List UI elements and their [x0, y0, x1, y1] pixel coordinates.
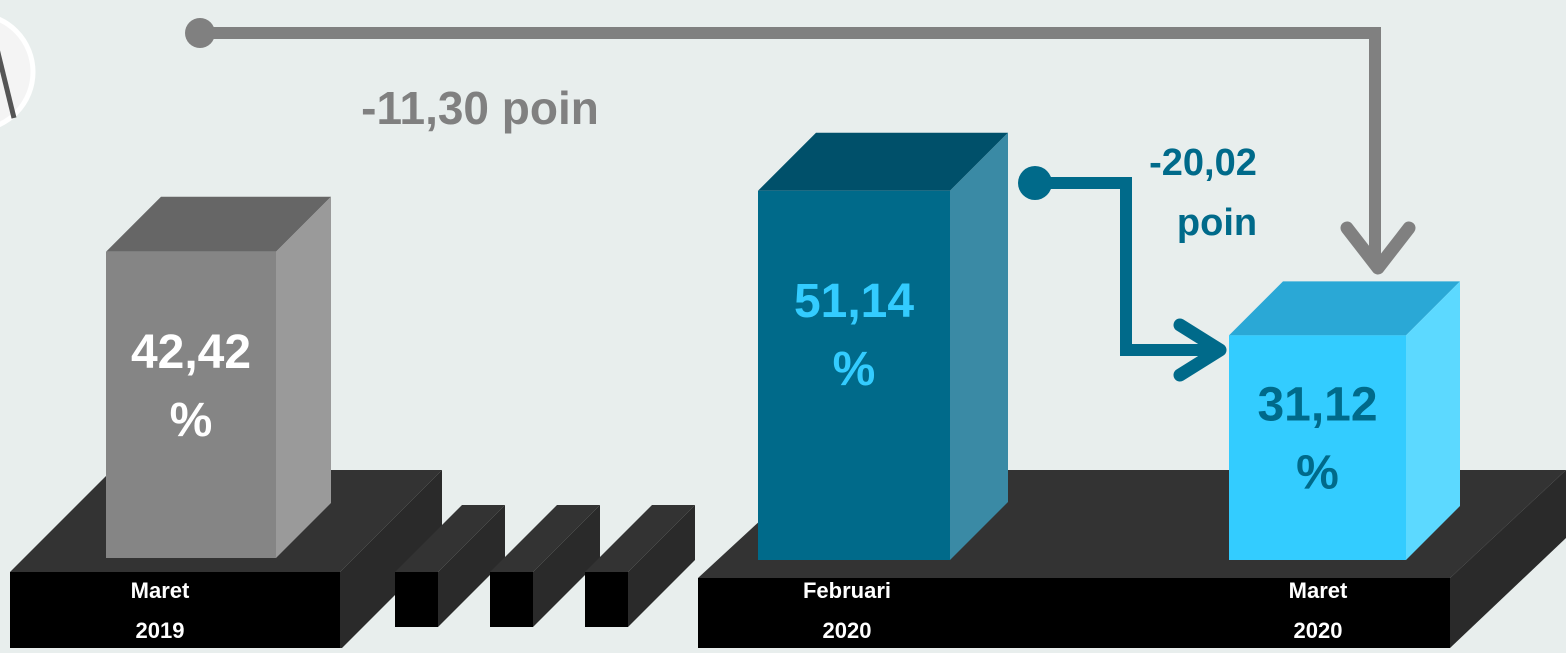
- category-label-maret-2020: Maret 2020: [1289, 578, 1348, 643]
- arrow-right-icon: [1173, 318, 1227, 382]
- platform-step-1: [395, 505, 505, 627]
- bar-front-face: [758, 190, 950, 560]
- category-label-line2: 2020: [823, 618, 872, 643]
- change-label-year-on-year: -11,30 poin: [361, 82, 599, 134]
- category-label-line1: Maret: [131, 578, 190, 603]
- bar-februari-2020: 51,14 %: [758, 132, 1008, 560]
- bar-maret-2019: 42,42 %: [106, 196, 331, 558]
- connector-year-on-year: -11,30 poin: [185, 18, 1416, 275]
- bar-top-face: [106, 196, 331, 252]
- bar-value-label: 51,14: [794, 275, 914, 328]
- bar-unit-label: %: [833, 343, 876, 396]
- bar-top-face: [1229, 281, 1460, 336]
- bar-top-face: [758, 132, 1008, 191]
- bar-value-label: 31,12: [1257, 379, 1377, 432]
- category-label-maret-2019: Maret 2019: [131, 578, 190, 643]
- change-label-month-on-month-line2: poin: [1177, 202, 1257, 244]
- bar-maret-2020: 31,12 %: [1229, 281, 1460, 560]
- category-label-line2: 2019: [136, 618, 185, 643]
- bar-unit-label: %: [1296, 447, 1339, 500]
- change-label-month-on-month-line1: -20,02: [1149, 142, 1257, 184]
- bar-unit-label: %: [170, 394, 213, 447]
- bar-side-face: [276, 196, 331, 558]
- category-label-line2: 2020: [1294, 618, 1343, 643]
- connector-line: [1035, 177, 1212, 356]
- bar-value-label: 42,42: [131, 326, 251, 379]
- bar-front-face: [1229, 335, 1406, 560]
- category-label-februari-2020: Februari 2020: [803, 578, 891, 643]
- connector-month-on-month: -20,02 poin: [1018, 142, 1257, 382]
- category-label-line1: Februari: [803, 578, 891, 603]
- bar-front-face: [106, 251, 276, 558]
- platform-step-2: [490, 505, 600, 627]
- logo-fragment-icon: [0, 16, 36, 128]
- arrow-down-icon: [1340, 221, 1416, 275]
- bar-side-face: [950, 132, 1008, 560]
- platform-step-3: [585, 505, 695, 627]
- bar-side-face: [1406, 281, 1460, 560]
- category-label-line1: Maret: [1289, 578, 1348, 603]
- connector-line: [200, 27, 1381, 262]
